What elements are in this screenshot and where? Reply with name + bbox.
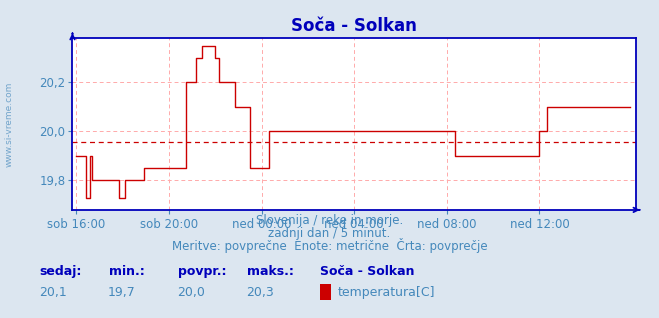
Text: 20,0: 20,0 [177,287,205,299]
Text: 19,7: 19,7 [108,287,136,299]
Text: Soča - Solkan: Soča - Solkan [320,265,414,278]
Text: sedaj:: sedaj: [40,265,82,278]
Text: 20,3: 20,3 [246,287,274,299]
Text: povpr.:: povpr.: [178,265,227,278]
Text: 20,1: 20,1 [39,287,67,299]
Text: temperatura[C]: temperatura[C] [337,287,435,299]
Title: Soča - Solkan: Soča - Solkan [291,17,417,35]
Text: min.:: min.: [109,265,144,278]
Text: zadnji dan / 5 minut.: zadnji dan / 5 minut. [268,227,391,240]
Text: maks.:: maks.: [247,265,294,278]
Text: Slovenija / reke in morje.: Slovenija / reke in morje. [256,214,403,227]
Text: www.si-vreme.com: www.si-vreme.com [5,81,14,167]
Text: Meritve: povprečne  Enote: metrične  Črta: povprečje: Meritve: povprečne Enote: metrične Črta:… [172,238,487,252]
